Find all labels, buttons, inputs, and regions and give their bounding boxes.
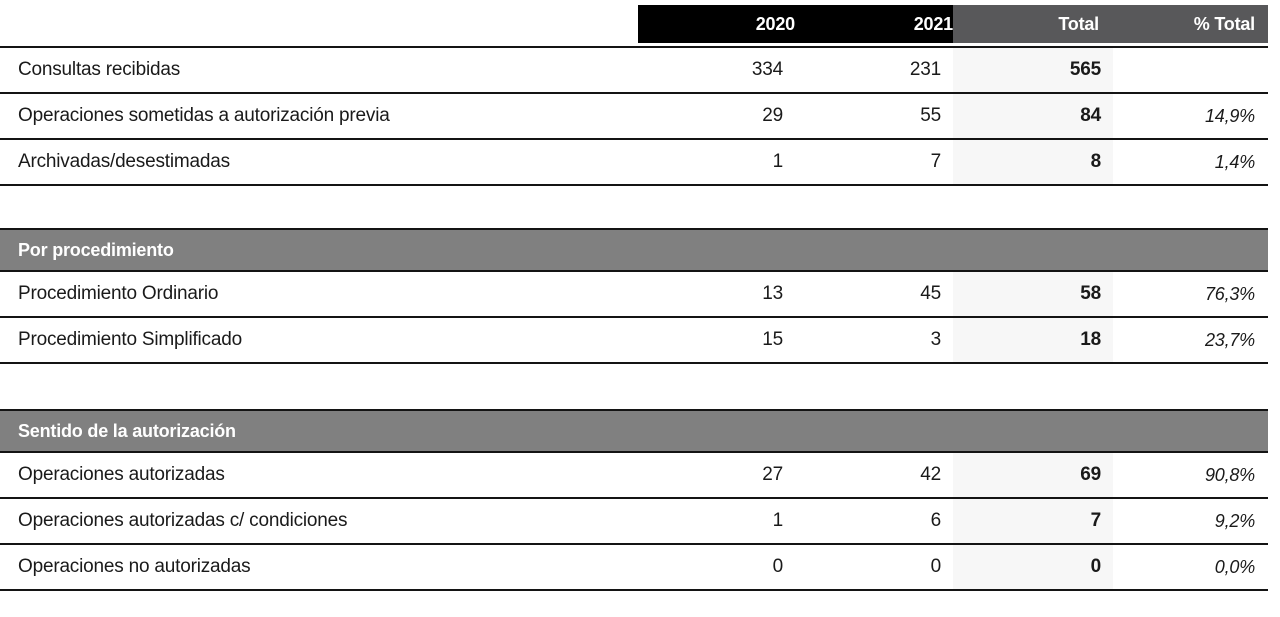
value-total: 18 [953,318,1113,362]
value-2021: 6 [930,510,942,531]
section-gap [0,186,1268,228]
row-label: Operaciones no autorizadas [18,556,251,577]
summary-rows: Consultas recibidas 334 231 565 Operacio… [0,46,1268,186]
value-total: 0 [953,545,1113,589]
value-pct-total: 90,8% [1204,464,1255,485]
value-2021: 45 [920,283,941,304]
column-header-2020: 2020 [638,5,795,43]
value-2021: 231 [909,59,941,80]
value-2021: 7 [930,151,942,172]
row-label: Operaciones sometidas a autorización pre… [18,105,390,126]
column-header-row: 2020 2021 Total % Total [0,5,1268,43]
header-spacer [0,5,638,43]
row-label: Procedimiento Simplificado [18,329,242,350]
value-2021: 3 [930,329,942,350]
report-page: 2020 2021 Total % Total Consultas recibi… [0,5,1268,591]
table-row: Procedimiento Ordinario 13 45 58 76,3% [0,272,1268,318]
value-total: 7 [953,499,1113,543]
summary-table: 2020 2021 Total % Total Consultas recibi… [0,5,1268,186]
value-2020: 0 [772,556,784,577]
value-2020: 1 [772,510,784,531]
table-row: Procedimiento Simplificado 15 3 18 23,7% [0,318,1268,364]
value-pct-total: 9,2% [1214,510,1255,531]
value-total: 58 [953,272,1113,316]
value-2020: 15 [762,329,783,350]
por-procedimiento-table: Por procedimiento Procedimiento Ordinari… [0,228,1268,364]
table-row: Consultas recibidas 334 231 565 [0,48,1268,94]
column-header-2021: 2021 [795,5,953,43]
value-total: 84 [953,94,1113,138]
value-pct-total [1113,48,1268,92]
value-pct-total: 23,7% [1204,329,1255,350]
section-title: Por procedimiento [18,239,174,260]
column-header-total: Total [953,5,1113,43]
value-2021: 0 [930,556,942,577]
value-total: 565 [953,48,1113,92]
section-gap [0,364,1268,409]
row-label: Archivadas/desestimadas [18,151,230,172]
value-2020: 13 [762,283,783,304]
table-row: Archivadas/desestimadas 1 7 8 1,4% [0,140,1268,186]
row-label: Operaciones autorizadas c/ condiciones [18,510,348,531]
por-procedimiento-rows: Procedimiento Ordinario 13 45 58 76,3% P… [0,272,1268,364]
value-pct-total: 0,0% [1214,556,1255,577]
value-pct-total: 14,9% [1204,105,1255,126]
value-2021: 42 [920,464,941,485]
value-pct-total: 76,3% [1204,283,1255,304]
sentido-autorizacion-rows: Operaciones autorizadas 27 42 69 90,8% O… [0,453,1268,591]
table-row: Operaciones no autorizadas 0 0 0 0,0% [0,545,1268,591]
table-row: Operaciones autorizadas 27 42 69 90,8% [0,453,1268,499]
table-row: Operaciones sometidas a autorización pre… [0,94,1268,140]
section-header-sentido-autorizacion: Sentido de la autorización [0,409,1268,453]
value-total: 69 [953,453,1113,497]
row-label: Consultas recibidas [18,59,181,80]
row-label: Procedimiento Ordinario [18,283,219,304]
table-row: Operaciones autorizadas c/ condiciones 1… [0,499,1268,545]
value-2020: 29 [762,105,783,126]
column-header-pct-total: % Total [1113,5,1268,43]
value-2021: 55 [920,105,941,126]
value-2020: 27 [762,464,783,485]
section-title: Sentido de la autorización [18,420,236,441]
value-total: 8 [953,140,1113,184]
value-2020: 334 [751,59,783,80]
section-header-por-procedimiento: Por procedimiento [0,228,1268,272]
value-pct-total: 1,4% [1214,151,1255,172]
value-2020: 1 [772,151,784,172]
sentido-autorizacion-table: Sentido de la autorización Operaciones a… [0,409,1268,591]
row-label: Operaciones autorizadas [18,464,225,485]
